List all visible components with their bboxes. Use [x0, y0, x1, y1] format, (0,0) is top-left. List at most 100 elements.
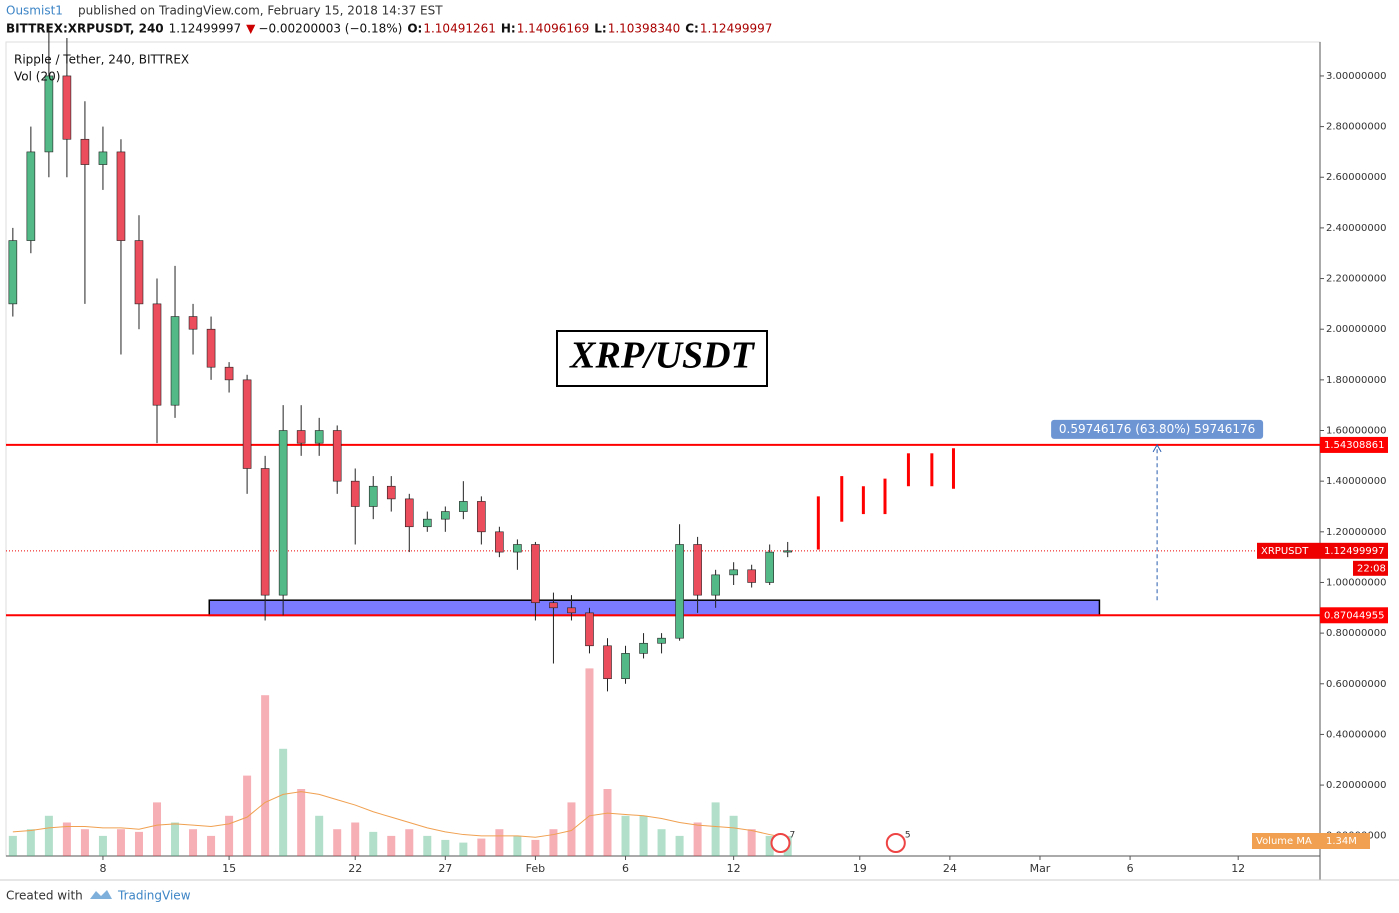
- header-field: 1.10491261: [423, 22, 496, 36]
- volume-bar: [243, 775, 252, 856]
- candle-body: [675, 544, 684, 639]
- header-field: C:: [685, 22, 699, 36]
- volume-bar: [639, 815, 648, 856]
- x-tick-label: 27: [438, 862, 452, 875]
- level-label: 1.54308861: [1324, 440, 1384, 451]
- legend: Ripple / Tether, 240, BITTREX: [14, 53, 189, 67]
- y-tick-label: 2.80000000: [1326, 122, 1386, 133]
- volume-bar: [134, 831, 143, 856]
- volume-bar: [423, 835, 432, 856]
- header-field: −0.00200003 (−0.18%): [258, 22, 402, 36]
- candle-body: [585, 612, 594, 647]
- candle-body: [134, 240, 144, 305]
- volume-bar: [153, 802, 162, 856]
- event-count: 5: [905, 831, 911, 841]
- candle-body: [783, 550, 792, 553]
- y-tick-label: 1.00000000: [1326, 577, 1386, 588]
- candle-body: [404, 498, 414, 528]
- header-field: 1.12499997: [700, 22, 773, 36]
- volume-bar: [26, 829, 35, 856]
- volume-bar: [62, 822, 71, 856]
- volume-bar: [675, 835, 684, 856]
- volume-ma-value-tag: [1320, 833, 1370, 849]
- event-icon: [770, 833, 791, 853]
- volume-bar: [387, 835, 396, 856]
- header-field: 1.10398340: [608, 22, 681, 36]
- volume-bar: [333, 829, 342, 856]
- volume-bar: [585, 668, 594, 856]
- volume-bar: [261, 695, 270, 856]
- event-icon: [885, 833, 906, 853]
- volume-bar: [405, 829, 414, 856]
- candle-body: [549, 602, 558, 609]
- volume-ma-tag: [1252, 833, 1320, 849]
- footer-brand[interactable]: TradingView: [117, 889, 191, 903]
- candle-body: [260, 468, 270, 596]
- footer-created: Created with: [6, 889, 83, 903]
- volume-bar: [279, 748, 288, 856]
- candle-body: [368, 485, 378, 507]
- candle-body: [224, 366, 234, 381]
- volume-bar: [297, 789, 306, 856]
- volume-bar: [531, 839, 540, 856]
- title-box: [556, 330, 768, 387]
- volume-bar: [225, 815, 234, 856]
- candle-body: [729, 569, 738, 576]
- volume-ma-line: [12, 791, 788, 839]
- y-tick-label: 0.60000000: [1326, 679, 1386, 690]
- header-field: H:: [501, 22, 516, 36]
- candle-body: [621, 653, 630, 680]
- measure-label-box: [1051, 419, 1264, 439]
- header-field: 1.14096169: [517, 22, 590, 36]
- candle-body: [567, 607, 576, 614]
- x-tick-label: 6: [622, 862, 629, 875]
- candle-body: [423, 518, 432, 528]
- y-tick-label: 3.00000000: [1326, 71, 1386, 82]
- x-tick-label: 12: [727, 862, 741, 875]
- y-tick-label: 1.80000000: [1326, 375, 1386, 386]
- symbol-line: BITTREX:XRPUSDT, 240 1.12499997 ▼ −0.002000…: [6, 22, 772, 36]
- volume-bar: [567, 802, 576, 856]
- x-tick-label: 8: [99, 862, 106, 875]
- volume-bar: [513, 835, 522, 856]
- y-tick-label: 1.20000000: [1326, 527, 1386, 538]
- volume-bar: [693, 822, 702, 856]
- author[interactable]: Ousmist1: [6, 4, 63, 18]
- candle-body: [296, 430, 306, 444]
- y-tick-label: 2.20000000: [1326, 274, 1386, 285]
- candle-body: [278, 430, 288, 596]
- measure-head: [1152, 443, 1162, 453]
- volume-bar: [459, 842, 468, 856]
- header-field: ▼: [246, 22, 256, 36]
- y-tick-label: 0.80000000: [1326, 628, 1386, 639]
- candle-body: [603, 645, 612, 680]
- x-tick-label: 15: [222, 862, 236, 875]
- volume-bar: [603, 789, 612, 856]
- volume-bar: [441, 839, 450, 856]
- volume-bar: [351, 822, 360, 856]
- candle-body: [170, 316, 180, 406]
- x-tick-label: 22: [348, 862, 362, 875]
- candle-body: [747, 569, 756, 583]
- volume-bar: [116, 829, 125, 856]
- volume-bar: [171, 822, 180, 856]
- candle-body: [711, 574, 720, 596]
- countdown-tag: [1353, 560, 1388, 576]
- y-tick-label: 2.40000000: [1326, 223, 1386, 234]
- candle-body: [152, 303, 162, 406]
- level-tag: [1320, 607, 1388, 624]
- volume-bar: [495, 829, 504, 856]
- plot: 0.000000000.200000000.400000000.60000000…: [6, 25, 1388, 875]
- volume-bar: [549, 829, 558, 856]
- x-tick-label: 6: [1127, 862, 1134, 875]
- countdown: 22:08: [1357, 563, 1386, 574]
- published: published on TradingView.com, February 1…: [78, 4, 443, 18]
- candle-body: [8, 240, 18, 305]
- volume-bar: [657, 829, 666, 856]
- level-tag: [1320, 436, 1388, 453]
- x-tick-label: Feb: [526, 862, 545, 875]
- volume-legend: Vol (20): [14, 70, 60, 84]
- tradingview-logo: [90, 890, 112, 899]
